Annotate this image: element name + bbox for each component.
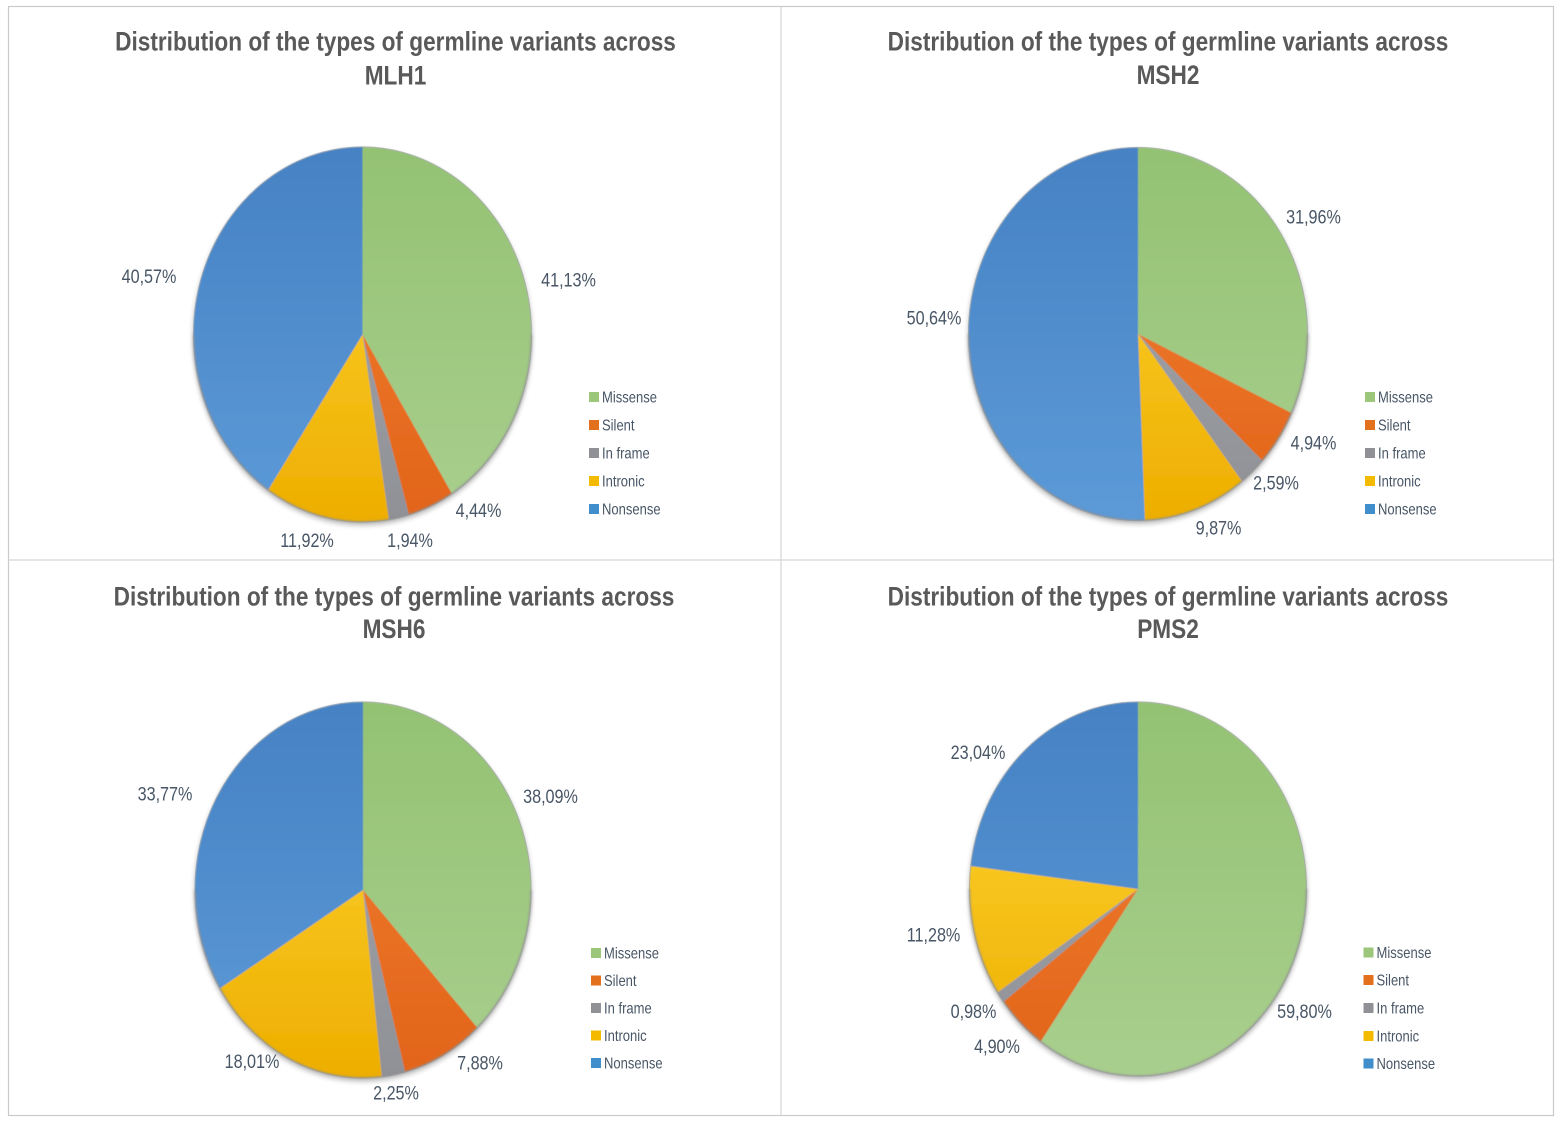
svg-text:Intronic: Intronic — [1377, 1028, 1420, 1045]
svg-text:11,28%: 11,28% — [907, 924, 961, 946]
svg-text:7,88%: 7,88% — [457, 1052, 503, 1074]
svg-text:Intronic: Intronic — [602, 473, 645, 490]
svg-text:23,04%: 23,04% — [951, 742, 1006, 764]
svg-text:2,25%: 2,25% — [373, 1082, 419, 1104]
svg-text:Missense: Missense — [602, 389, 657, 406]
svg-text:4,94%: 4,94% — [1291, 432, 1337, 454]
svg-text:Nonsense: Nonsense — [1378, 501, 1437, 518]
svg-text:In frame: In frame — [1378, 445, 1426, 462]
svg-text:MSH6: MSH6 — [363, 615, 426, 644]
svg-text:Silent: Silent — [604, 973, 637, 990]
svg-text:Nonsense: Nonsense — [602, 501, 661, 518]
svg-text:Distribution of the types of g: Distribution of the types of germline va… — [888, 583, 1449, 612]
svg-text:Intronic: Intronic — [1378, 473, 1421, 490]
svg-text:Silent: Silent — [602, 417, 635, 434]
svg-text:Silent: Silent — [1377, 972, 1410, 989]
svg-text:50,64%: 50,64% — [907, 307, 962, 329]
svg-text:Missense: Missense — [1378, 389, 1433, 406]
svg-text:1,94%: 1,94% — [387, 530, 433, 552]
svg-text:Missense: Missense — [1377, 945, 1432, 962]
svg-text:40,57%: 40,57% — [122, 266, 177, 288]
svg-text:33,77%: 33,77% — [138, 783, 193, 805]
svg-text:Distribution of the types of g: Distribution of the types of germline va… — [888, 28, 1449, 57]
svg-text:In frame: In frame — [1377, 1000, 1425, 1017]
svg-text:Distribution of the types of g: Distribution of the types of germline va… — [114, 583, 675, 612]
svg-text:0,98%: 0,98% — [951, 1001, 997, 1023]
svg-text:Distribution of the types of g: Distribution of the types of germline va… — [115, 28, 676, 57]
svg-text:4,90%: 4,90% — [974, 1036, 1020, 1058]
svg-text:59,80%: 59,80% — [1277, 1001, 1332, 1023]
svg-text:Nonsense: Nonsense — [604, 1055, 663, 1072]
svg-text:2,59%: 2,59% — [1253, 472, 1299, 494]
svg-text:Intronic: Intronic — [604, 1028, 647, 1045]
svg-text:MSH2: MSH2 — [1137, 61, 1200, 90]
svg-text:MLH1: MLH1 — [365, 62, 427, 91]
svg-text:In frame: In frame — [604, 1000, 652, 1017]
svg-text:Missense: Missense — [604, 945, 659, 962]
svg-text:Nonsense: Nonsense — [1377, 1056, 1436, 1073]
svg-text:4,44%: 4,44% — [456, 500, 502, 522]
svg-text:38,09%: 38,09% — [523, 786, 578, 808]
svg-text:PMS2: PMS2 — [1137, 615, 1199, 644]
svg-text:9,87%: 9,87% — [1196, 517, 1242, 539]
svg-text:11,92%: 11,92% — [280, 530, 334, 552]
svg-text:31,96%: 31,96% — [1286, 206, 1341, 228]
svg-text:41,13%: 41,13% — [541, 269, 596, 291]
svg-text:18,01%: 18,01% — [225, 1051, 280, 1073]
svg-text:Silent: Silent — [1378, 417, 1411, 434]
svg-text:In frame: In frame — [602, 445, 650, 462]
